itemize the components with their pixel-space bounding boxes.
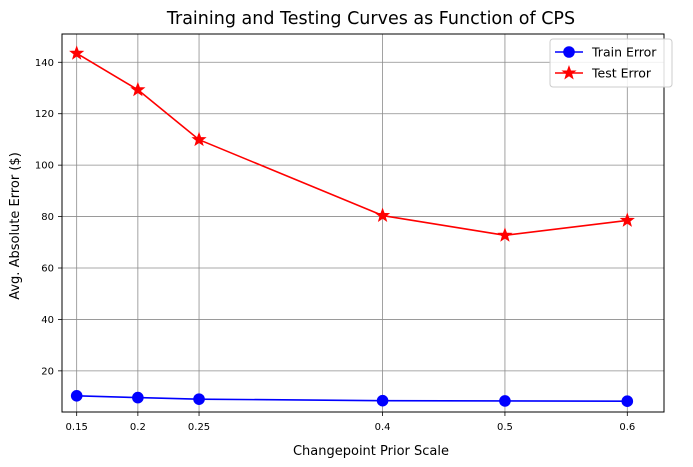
legend-frame xyxy=(549,38,673,88)
series-line xyxy=(76,395,628,403)
x-tick-label: 0.15 xyxy=(66,422,88,433)
data-point xyxy=(499,395,511,407)
legend-marker xyxy=(561,65,577,80)
y-axis-label: Avg. Absolute Error ($) xyxy=(8,152,23,300)
data-point xyxy=(191,131,207,147)
y-tick-label: 60 xyxy=(41,264,54,275)
y-axis: 20 40 60 80 100 120 140 xyxy=(35,58,62,377)
y-tick-label: 80 xyxy=(41,212,54,223)
data-point xyxy=(374,207,391,222)
legend-entry-2: Test Error xyxy=(555,65,652,81)
data-point xyxy=(619,212,635,227)
series-2 xyxy=(69,45,635,242)
y-tick-label: 140 xyxy=(35,58,54,69)
y-tick-label: 100 xyxy=(35,161,54,172)
plot-area xyxy=(61,33,665,413)
series-line xyxy=(76,52,628,237)
data-point xyxy=(130,81,146,97)
x-tick-label: 0.6 xyxy=(619,422,635,433)
legend-label: Train Error xyxy=(591,45,657,60)
x-tick-label: 0.25 xyxy=(188,422,210,433)
data-point xyxy=(193,393,205,405)
legend: Train Error Test Error xyxy=(549,38,673,88)
x-tick-label: 0.5 xyxy=(497,422,513,433)
chart-title: Training and Testing Curves as Function … xyxy=(166,9,575,29)
data-point xyxy=(376,394,389,407)
data-point xyxy=(70,390,83,402)
y-tick-label: 20 xyxy=(41,366,54,377)
x-tick-label: 0.4 xyxy=(375,422,391,433)
x-tick-label: 0.2 xyxy=(130,422,146,433)
data-point xyxy=(69,45,85,60)
x-axis: 0.15 0.2 0.25 0.4 0.5 0.6 xyxy=(66,412,635,433)
grid-lines xyxy=(62,34,664,412)
y-tick-label: 120 xyxy=(35,109,54,120)
series-1 xyxy=(70,390,634,408)
data-point xyxy=(497,227,513,242)
y-tick-label: 40 xyxy=(41,315,54,326)
legend-marker xyxy=(563,46,575,58)
x-axis-label: Changepoint Prior Scale xyxy=(293,444,449,459)
series-layer xyxy=(69,45,635,408)
data-point xyxy=(132,391,144,404)
data-point xyxy=(621,395,634,408)
legend-entry-1: Train Error xyxy=(555,45,657,60)
legend-label: Test Error xyxy=(591,66,652,81)
